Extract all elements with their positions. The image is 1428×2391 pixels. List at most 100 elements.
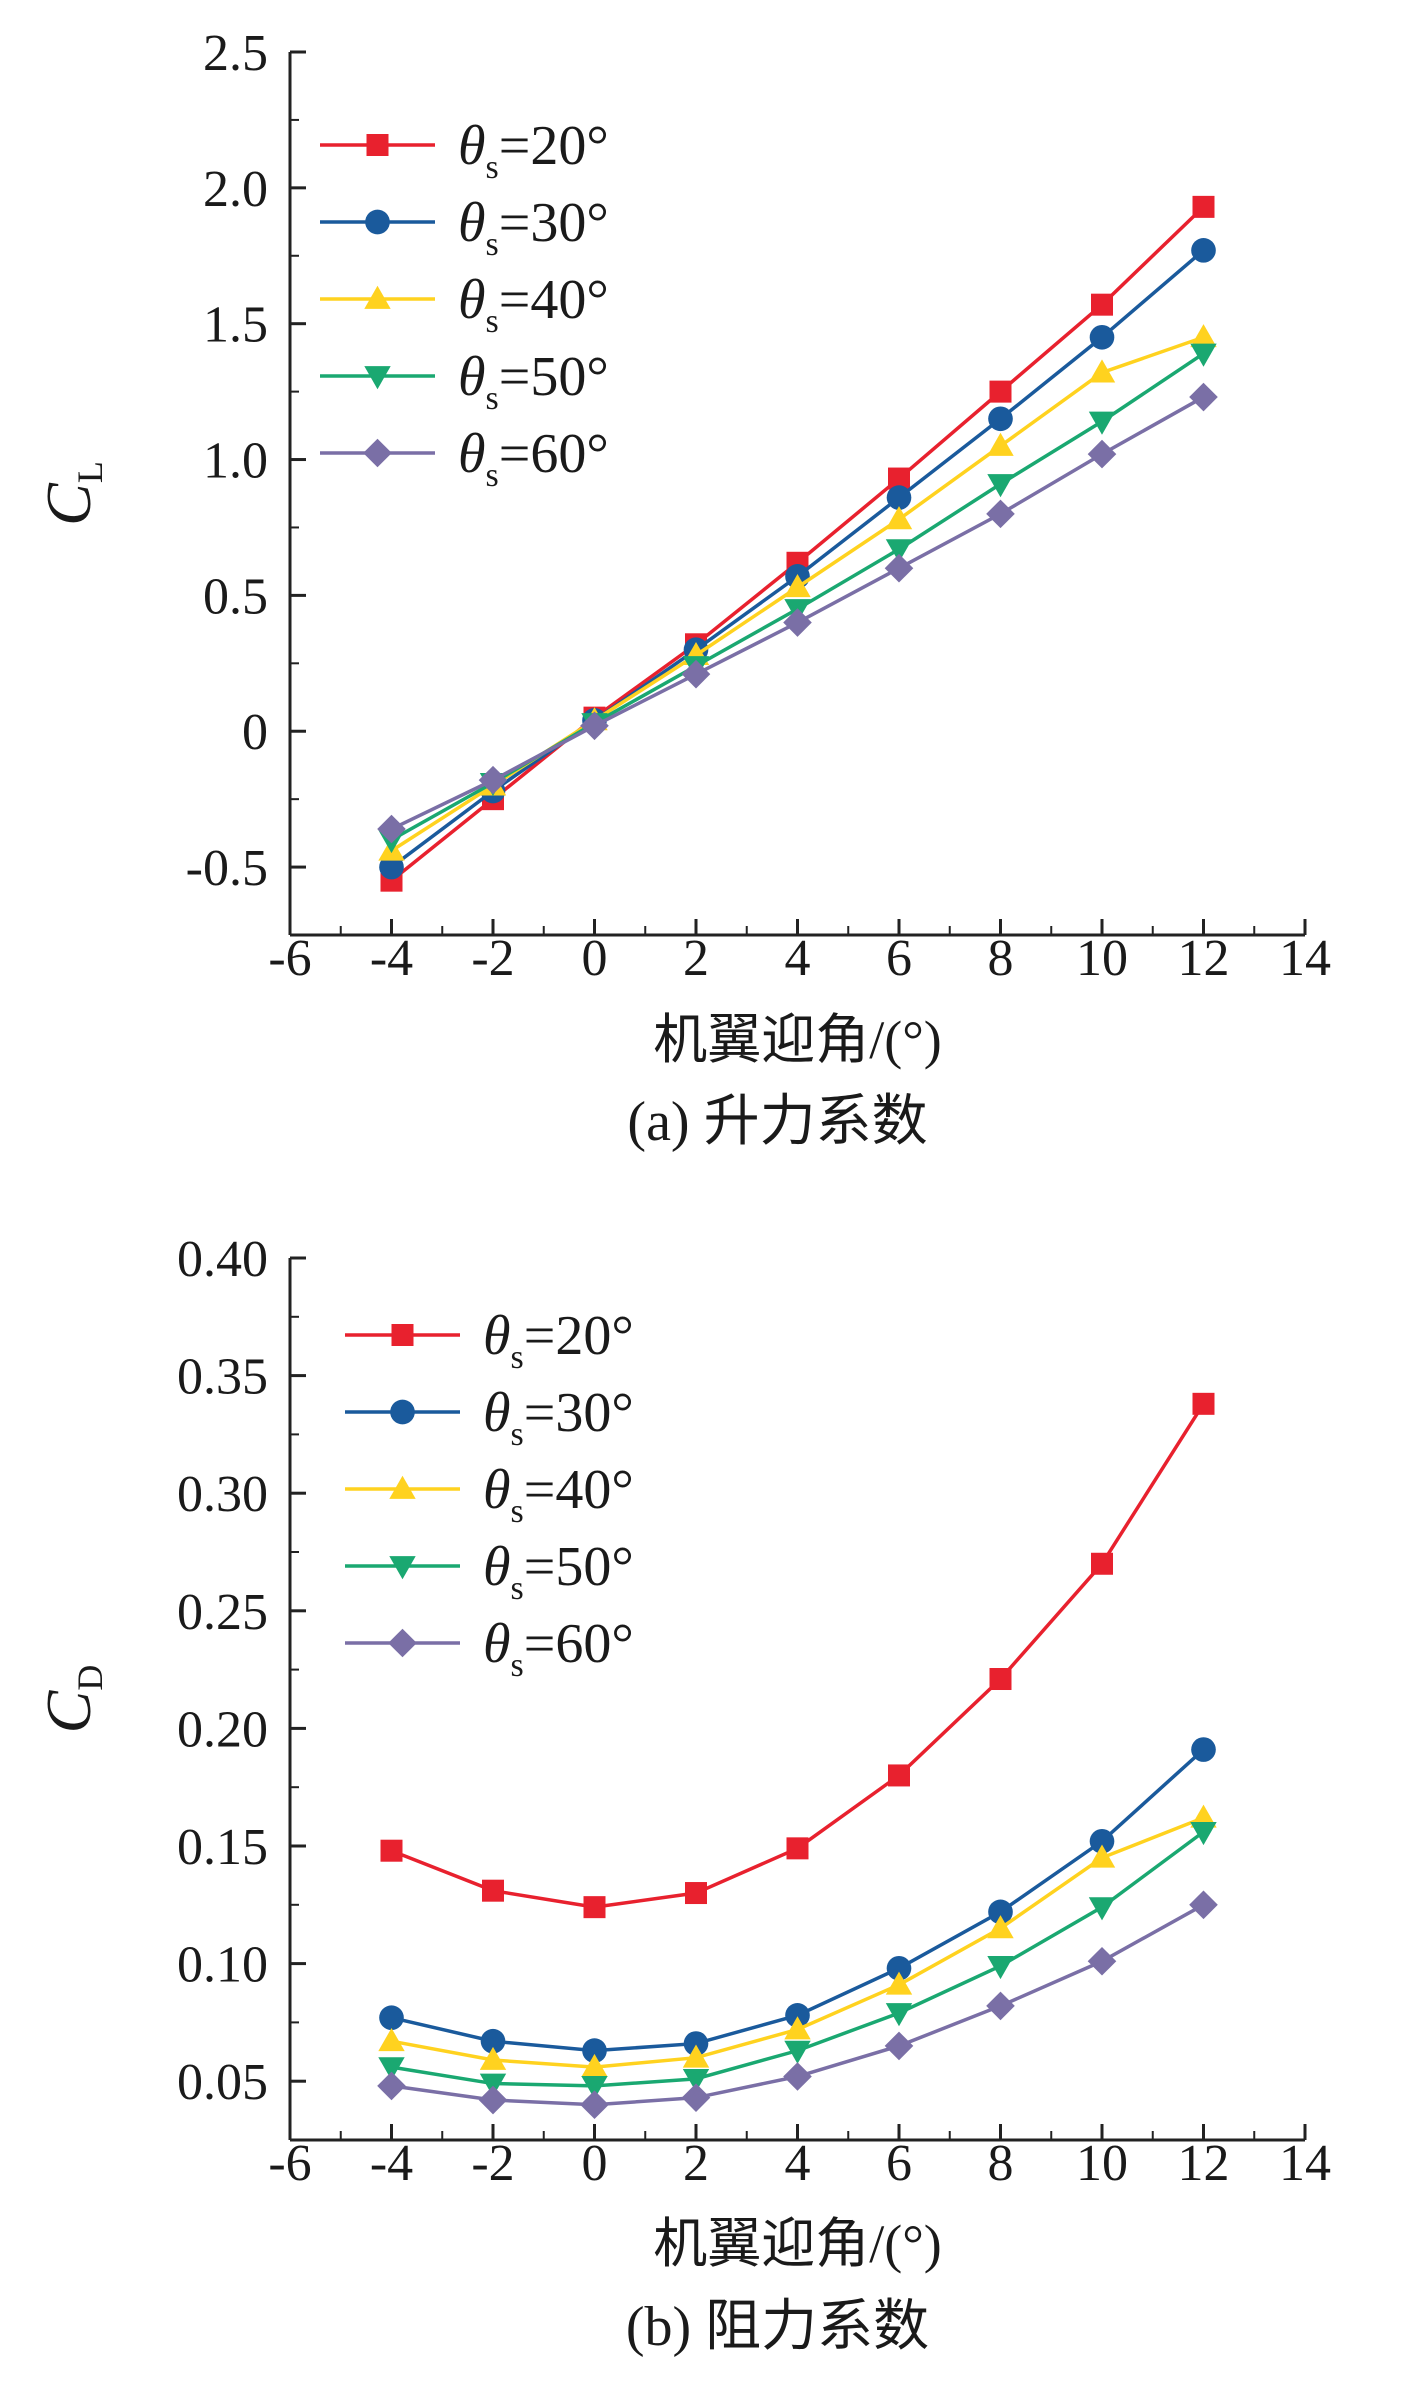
data-point	[1190, 1804, 1217, 1828]
data-point	[885, 2003, 913, 2027]
data-point	[1190, 1821, 1217, 1846]
y-axis-title: CL	[33, 461, 110, 526]
data-point	[478, 2085, 508, 2115]
legend-subscript: s	[486, 457, 499, 494]
data-point	[987, 1956, 1014, 1980]
legend-subscript: s	[486, 303, 499, 340]
data-point	[378, 2057, 405, 2081]
chart-0: -6 -4 -2 0 2 4 6 8 10 12 14 -0.5 0 0.5 1.0 1.5 2.0 2.5 机翼迎…	[33, 25, 1331, 1153]
data-point	[1088, 411, 1116, 435]
y-tick-label: 0.05	[177, 2054, 268, 2111]
x-axis-title: 机翼迎角/(°)	[653, 1010, 942, 1070]
legend-subscript: s	[511, 1493, 524, 1530]
x-tick-label: 2	[683, 930, 709, 987]
x-tick-label: 10	[1076, 2135, 1128, 2192]
legend-label: θs=20°	[458, 115, 609, 186]
legend-label: θs=40°	[458, 269, 609, 340]
x-axis-title: 机翼迎角/(°)	[653, 2214, 942, 2274]
legend-label: θs=30°	[483, 1382, 634, 1453]
legend-marker	[390, 1399, 415, 1425]
data-point	[886, 1955, 912, 1981]
y-tick-label: 0.5	[203, 568, 268, 625]
legend-value: =20°	[524, 1305, 634, 1367]
data-point	[1091, 293, 1113, 316]
legend-marker	[391, 1324, 414, 1346]
legend-symbol: θ	[483, 1305, 511, 1367]
data-point	[580, 2090, 609, 2120]
x-tick-label: 14	[1279, 2135, 1331, 2192]
data-point	[478, 765, 508, 795]
data-point	[377, 2071, 406, 2101]
data-point	[783, 2062, 812, 2091]
data-point	[786, 1837, 809, 1860]
y-axis-title-symbol: C	[33, 1689, 104, 1733]
x-tick-label: 4	[785, 930, 811, 987]
legend-symbol: θ	[458, 423, 486, 485]
data-point	[987, 1915, 1014, 1939]
legend-subscript: s	[511, 1647, 524, 1684]
data-point	[986, 499, 1015, 529]
legend-value: =40°	[499, 269, 609, 331]
data-point	[989, 380, 1012, 403]
legend-label: θs=20°	[483, 1305, 634, 1376]
legend-marker	[388, 1628, 417, 1658]
y-tick-label: 1.5	[203, 297, 268, 354]
legend: θs=20°θs=30°θs=40°θs=50°θs=60°	[320, 115, 609, 494]
data-point	[987, 432, 1014, 456]
series-1	[379, 1737, 1216, 2063]
legend-symbol: θ	[458, 192, 486, 254]
data-point	[1189, 382, 1218, 412]
y-tick-label: 0.30	[177, 1466, 268, 1523]
legend-value: =40°	[524, 1459, 634, 1521]
data-point	[888, 467, 910, 490]
legend-symbol: θ	[458, 346, 486, 408]
data-point	[785, 2003, 810, 2028]
y-tick-label: 2.0	[203, 161, 268, 218]
data-point	[580, 711, 609, 741]
x-tick-label: 0	[582, 930, 608, 987]
data-point	[987, 474, 1014, 498]
x-tick-label: 8	[988, 2135, 1014, 2192]
x-tick-label: -2	[471, 2135, 514, 2192]
y-axis-title-subscript: D	[70, 1665, 110, 1691]
data-point	[1190, 343, 1217, 367]
data-point	[377, 814, 406, 844]
x-tick-label: -6	[268, 930, 311, 987]
x-tick-label: 12	[1178, 930, 1230, 987]
series-4	[377, 382, 1218, 844]
legend-value: =20°	[499, 115, 609, 177]
y-axis-title: CD	[33, 1665, 110, 1734]
x-tick-label: 4	[785, 2135, 811, 2192]
data-point	[682, 2068, 710, 2093]
x-tick-label: -4	[370, 930, 413, 987]
legend-symbol: θ	[458, 269, 486, 331]
x-tick-label: 2	[683, 2135, 709, 2192]
legend-marker	[365, 209, 390, 235]
legend-subscript: s	[511, 1416, 524, 1453]
data-point	[1088, 1844, 1116, 1868]
data-point	[989, 1668, 1012, 1691]
data-point	[784, 2040, 811, 2064]
y-tick-label: 0.40	[177, 1231, 268, 1288]
legend-symbol: θ	[483, 1459, 511, 1521]
legend-marker	[389, 1475, 416, 1499]
legend-label: θs=60°	[483, 1613, 634, 1684]
legend-subscript: s	[486, 226, 499, 263]
data-point	[685, 1882, 707, 1905]
legend-subscript: s	[486, 149, 499, 186]
data-point	[1091, 1552, 1113, 1575]
data-point	[784, 2016, 811, 2040]
data-point	[1089, 1828, 1115, 1854]
data-point	[988, 406, 1013, 432]
x-tick-label: -4	[370, 2135, 413, 2192]
y-tick-label: 0.15	[177, 1819, 268, 1876]
series-3	[378, 1821, 1217, 2100]
data-point	[1087, 439, 1117, 469]
y-tick-label: 1.0	[203, 433, 268, 490]
legend-label: θs=30°	[458, 192, 609, 263]
data-point	[884, 2031, 914, 2061]
y-tick-label: 2.5	[203, 25, 268, 82]
data-point	[886, 485, 912, 510]
chart-caption: (b) 阻力系数	[626, 2296, 929, 2358]
legend-value: =50°	[524, 1536, 634, 1598]
